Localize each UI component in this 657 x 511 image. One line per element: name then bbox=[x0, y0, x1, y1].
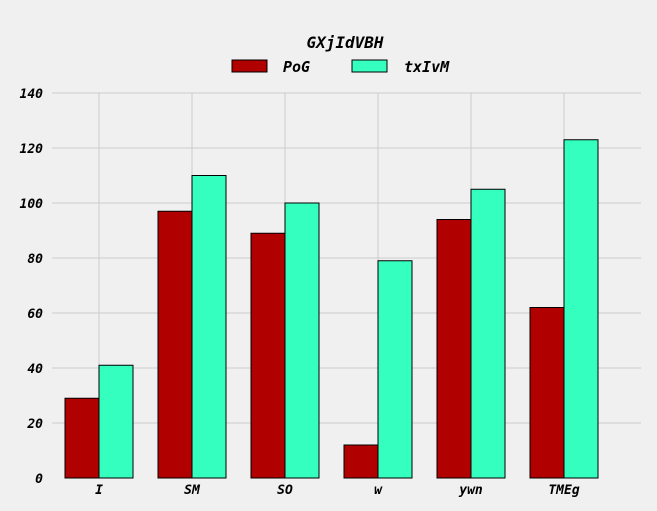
x-tick-label: SO bbox=[277, 483, 293, 498]
bar-pog-tmeg bbox=[529, 307, 565, 479]
x-tick-label: ywn bbox=[458, 483, 483, 498]
y-axis-ticks: 0 20 40 60 80 100 120 140 bbox=[20, 87, 44, 487]
bar-txivm-so bbox=[284, 202, 320, 479]
y-tick-label: 100 bbox=[20, 197, 44, 212]
bar-txivm-i bbox=[98, 364, 134, 479]
chart-title: GXjIdVBH bbox=[306, 33, 383, 52]
y-tick-label: 60 bbox=[27, 307, 43, 322]
bar-txivm-ywn bbox=[470, 188, 506, 479]
legend-swatch-txivm bbox=[351, 59, 388, 73]
bar-txivm-tmeg bbox=[563, 139, 599, 479]
legend: PoG txIvM bbox=[231, 58, 450, 76]
bar-pog-sm bbox=[157, 210, 193, 479]
y-tick-label: 20 bbox=[26, 417, 43, 432]
y-tick-label: 120 bbox=[20, 142, 44, 157]
y-tick-label: 0 bbox=[35, 472, 43, 487]
x-tick-label: SM bbox=[184, 483, 201, 498]
x-tick-label: w bbox=[374, 483, 383, 498]
bar-pog-w bbox=[343, 444, 379, 479]
legend-label-pog: PoG bbox=[283, 58, 310, 76]
y-tick-label: 40 bbox=[27, 362, 43, 377]
legend-label-txivm: txIvM bbox=[404, 58, 450, 76]
x-axis-ticks: I SM SO w ywn TMEg bbox=[95, 483, 580, 498]
legend-swatch-pog bbox=[231, 59, 268, 73]
bars bbox=[64, 139, 599, 479]
bar-pog-i bbox=[64, 397, 100, 479]
x-tick-label: I bbox=[95, 483, 103, 498]
bar-pog-ywn bbox=[436, 219, 472, 479]
bar-txivm-sm bbox=[191, 175, 227, 479]
y-tick-label: 80 bbox=[27, 252, 43, 267]
x-tick-label: TMEg bbox=[548, 483, 579, 498]
bar-pog-so bbox=[250, 232, 286, 479]
bar-txivm-w bbox=[377, 260, 413, 479]
y-tick-label: 140 bbox=[20, 87, 44, 102]
